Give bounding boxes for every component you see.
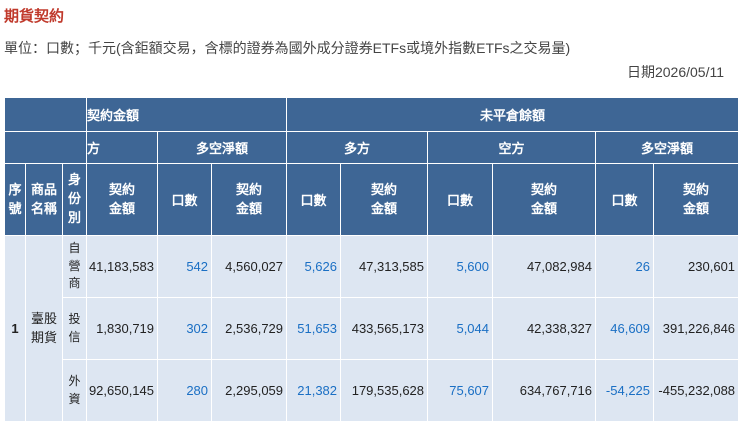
- trade-net-amount-cell: 2,536,729: [211, 297, 288, 360]
- header-oi-net-amount: 契約金額: [653, 163, 740, 236]
- table-row: 外資 92,650,145 280 2,295,059 21,382 179,5…: [5, 359, 740, 422]
- oi-net-lots-link[interactable]: -54,225: [595, 359, 655, 422]
- oi-long-amount-cell: 433,565,173: [340, 297, 429, 360]
- oi-net-lots-link[interactable]: 26: [595, 235, 655, 298]
- oi-short-lots-link[interactable]: 5,044: [427, 297, 494, 360]
- oi-net-lots-link[interactable]: 46,609: [595, 297, 655, 360]
- table-row: 1 臺股期貨 自營商 41,183,583 542 4,560,027 5,62…: [4, 235, 740, 422]
- trade-long-amount-cell: 1,830,719: [86, 297, 159, 360]
- oi-short-amount-cell: 47,082,984: [492, 235, 597, 298]
- identity-cell: 外資: [61, 359, 88, 422]
- page-title: 期貨契約: [4, 8, 65, 25]
- header-trade-net-amount: 契約金額: [211, 163, 288, 236]
- trade-long-amount-cell: 92,650,145: [86, 359, 159, 422]
- header-oi-long-lots: 口數: [286, 163, 342, 236]
- oi-net-amount-cell: 230,601: [653, 235, 740, 298]
- seq-cell: 1: [4, 235, 26, 422]
- oi-long-amount-cell: 47,313,585: [340, 235, 429, 298]
- header-oi-net: 多空淨額: [595, 131, 740, 164]
- oi-net-amount-cell: -455,232,088: [653, 359, 740, 422]
- trade-net-amount-cell: 2,295,059: [211, 359, 288, 422]
- trade-net-amount-cell: 4,560,027: [211, 235, 288, 298]
- oi-long-lots-link[interactable]: 5,626: [286, 235, 342, 298]
- futures-contracts-table: 契約金額 未平倉餘額 方 多空淨額 多方 空方 多空淨額 序號 商品名稱 身份別…: [3, 97, 740, 422]
- header-oi-short: 空方: [427, 131, 597, 164]
- oi-long-lots-link[interactable]: 21,382: [286, 359, 342, 422]
- trade-net-lots-link[interactable]: 542: [157, 235, 213, 298]
- header-trade-long: 方: [86, 131, 159, 164]
- table-row: 投信 1,830,719 302 2,536,729 51,653 433,56…: [5, 297, 740, 360]
- header-trade-long-amount: 契約金額: [86, 163, 159, 236]
- header-blank: [3, 97, 88, 132]
- header-oi-short-lots: 口數: [427, 163, 494, 236]
- identity-cell: 投信: [61, 297, 88, 360]
- trade-net-lots-link[interactable]: 280: [157, 359, 213, 422]
- header-trade-net: 多空淨額: [157, 131, 288, 164]
- trade-net-lots-link[interactable]: 302: [157, 297, 213, 360]
- unit-note: 單位：口數；千元(含鉅額交易，含標的證券為國外成分證券ETFs或境外指數ETFs…: [4, 40, 571, 56]
- header-trade-net-lots: 口數: [157, 163, 213, 236]
- oi-short-lots-link[interactable]: 5,600: [427, 235, 494, 298]
- oi-long-amount-cell: 179,535,628: [340, 359, 429, 422]
- trade-long-amount-cell: 41,183,583: [86, 235, 159, 298]
- header-product: 商品名稱: [25, 163, 63, 236]
- header-identity: 身份別: [61, 163, 88, 236]
- header-oi-long-amount: 契約金額: [340, 163, 429, 236]
- header-oi-net-lots: 口數: [595, 163, 655, 236]
- oi-long-lots-link[interactable]: 51,653: [286, 297, 342, 360]
- header-seq: 序號: [4, 163, 26, 236]
- oi-short-lots-link[interactable]: 75,607: [427, 359, 494, 422]
- report-date: 日期2026/05/11: [626, 64, 724, 80]
- header-blank-2: [3, 131, 88, 164]
- oi-short-amount-cell: 42,338,327: [492, 297, 597, 360]
- header-oi-long: 多方: [286, 131, 429, 164]
- header-oi-short-amount: 契約金額: [492, 163, 597, 236]
- oi-short-amount-cell: 634,767,716: [492, 359, 597, 422]
- oi-net-amount-cell: 391,226,846: [653, 297, 740, 360]
- identity-cell: 自營商: [61, 235, 88, 298]
- header-contract-amount-group: 契約金額: [86, 97, 288, 132]
- header-open-interest-group: 未平倉餘額: [286, 97, 740, 132]
- product-cell: 臺股期貨: [25, 235, 63, 422]
